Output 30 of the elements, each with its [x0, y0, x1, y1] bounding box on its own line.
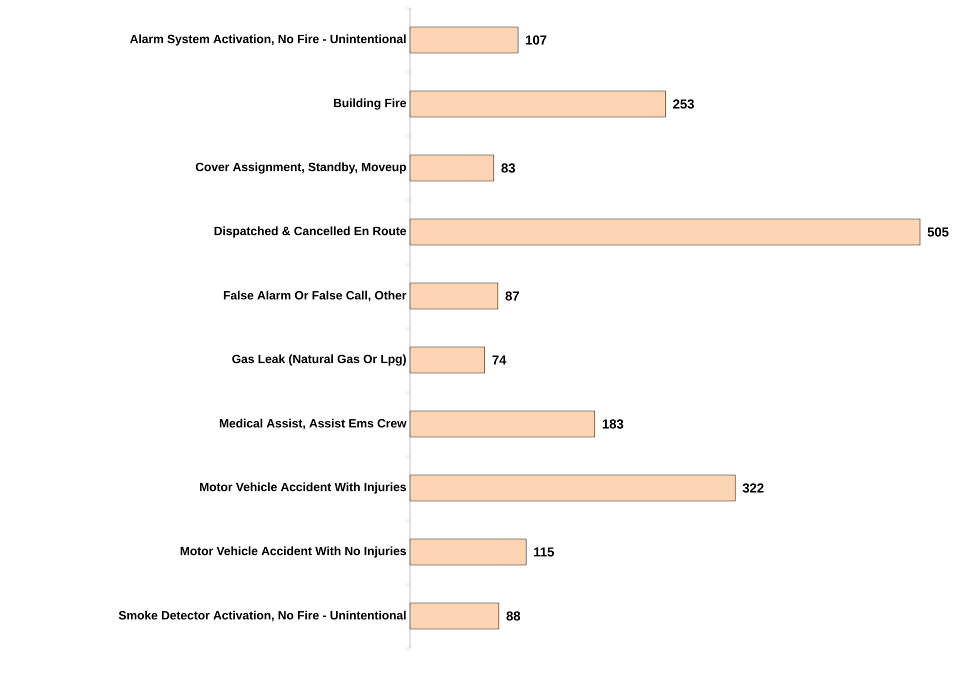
y-tick-label: Smoke Detector Activation, No Fire - Unintentional — [118, 610, 406, 622]
bar — [410, 538, 526, 566]
data-label: 183 — [602, 419, 624, 429]
data-label: 322 — [742, 483, 764, 493]
y-tick-label: Motor Vehicle Accident With Injuries — [200, 482, 406, 494]
bar — [410, 474, 736, 502]
bar — [410, 26, 518, 54]
bar — [410, 218, 920, 246]
y-tick-label: Dispatched & Cancelled En Route — [214, 226, 406, 238]
bar — [410, 410, 596, 438]
bar — [410, 282, 498, 310]
y-tick-label: Alarm System Activation, No Fire - Unintentional — [130, 34, 406, 46]
y-tick-label: Gas Leak (Natural Gas Or Lpg) — [232, 354, 406, 366]
data-label: 115 — [534, 547, 554, 557]
data-label: 253 — [673, 99, 694, 109]
y-tick-label: Cover Assignment, Standby, Moveup — [196, 162, 406, 174]
bar — [410, 346, 486, 374]
bar — [410, 90, 666, 118]
bar — [410, 602, 500, 630]
y-tick-label: Motor Vehicle Accident With No Injuries — [180, 546, 406, 558]
data-label: 505 — [928, 227, 949, 237]
data-label: 83 — [501, 163, 516, 173]
y-tick-label: Building Fire — [334, 98, 406, 110]
data-label: 74 — [492, 356, 506, 364]
bar — [410, 154, 494, 182]
y-tick-label: False Alarm Or False Call, Other — [224, 290, 406, 302]
data-label: 107 — [526, 35, 546, 45]
y-tick-label: Medical Assist, Assist Ems Crew — [220, 418, 406, 430]
data-label: 87 — [505, 291, 519, 301]
data-label: 88 — [506, 611, 520, 621]
